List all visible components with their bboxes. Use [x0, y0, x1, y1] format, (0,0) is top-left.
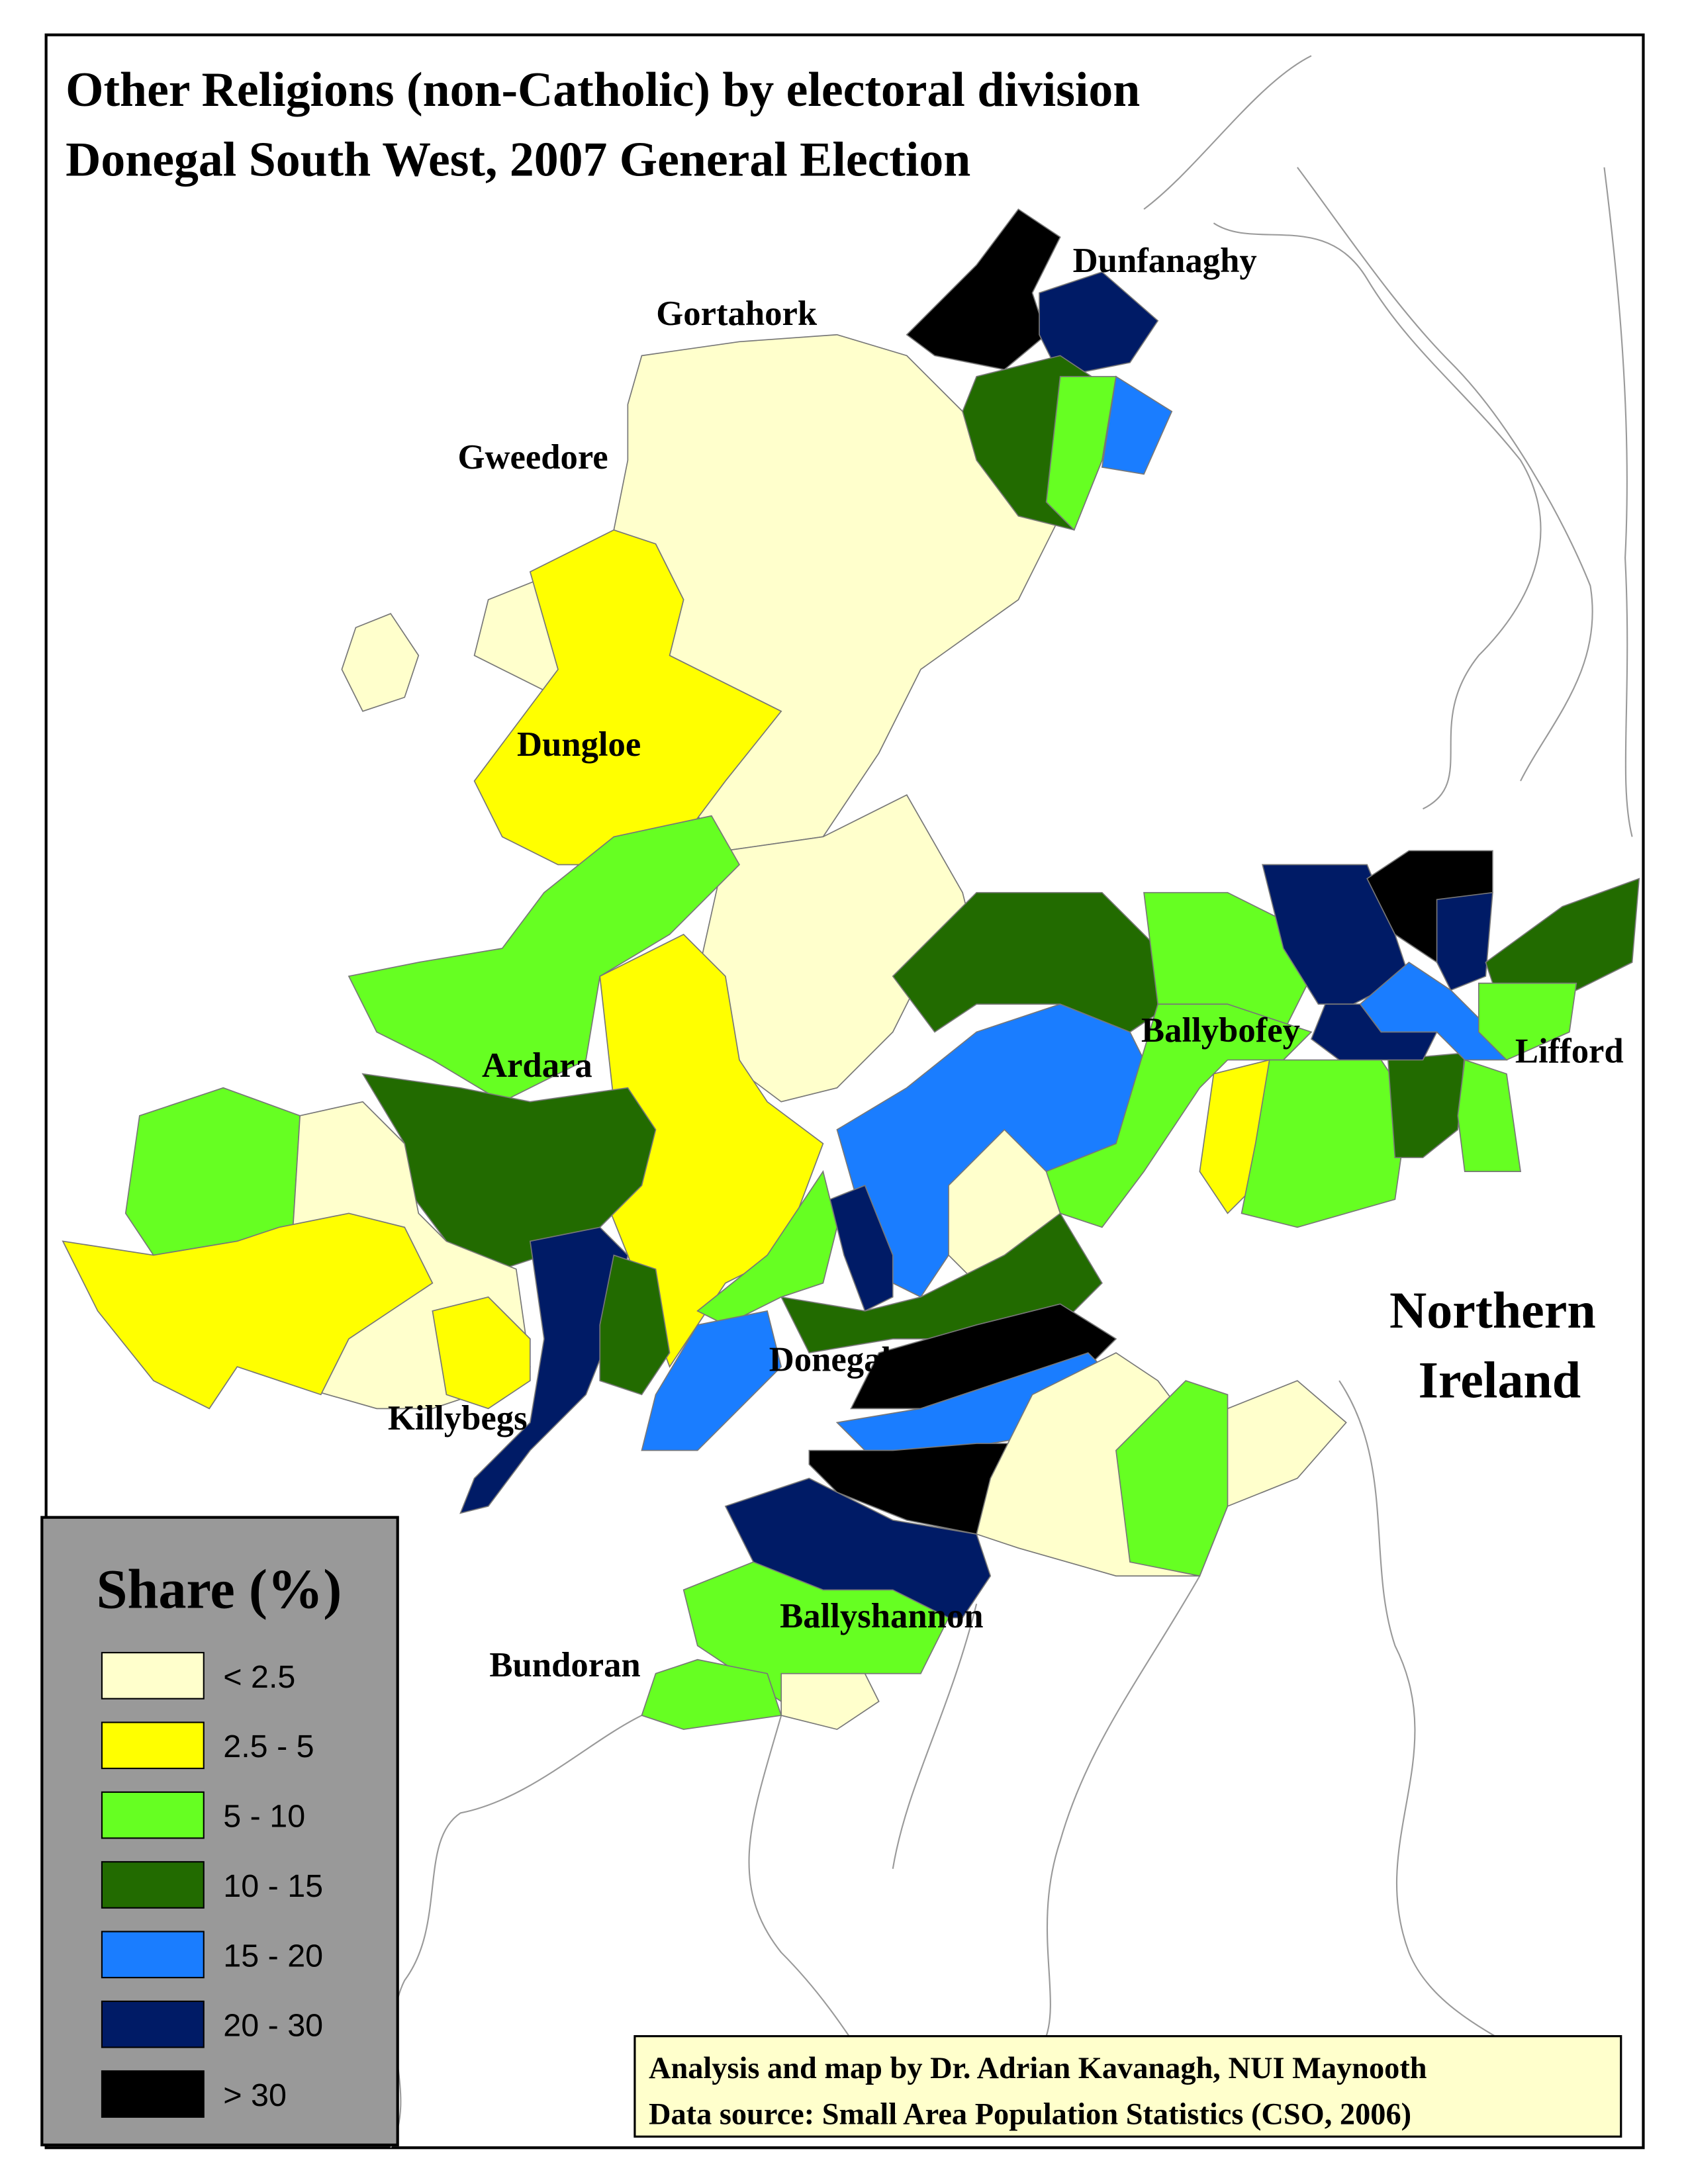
electoral-division	[1039, 271, 1159, 377]
border-line	[1045, 1575, 1201, 2036]
legend-label: 2.5 - 5	[223, 1729, 314, 1764]
place-labels: Dunfanaghy Gortahork Gweedore Dungloe Ardara…	[388, 242, 1624, 1684]
place-label: Bundoran	[489, 1646, 640, 1684]
electoral-division	[1477, 982, 1577, 1061]
legend-label: 20 - 30	[223, 2008, 323, 2044]
electoral-division	[1101, 375, 1173, 475]
title-line: Other Religions (non-Catholic) by electo…	[66, 62, 1140, 116]
place-label: Killybegs	[388, 1399, 528, 1437]
electoral-division	[892, 891, 1173, 1033]
electoral-division	[1310, 1003, 1438, 1061]
legend-swatch	[101, 1721, 205, 1770]
border-line	[1338, 1380, 1591, 2093]
electoral-division	[432, 1296, 531, 1410]
electoral-division	[906, 208, 1061, 371]
electoral-divisions	[62, 208, 1640, 1730]
electoral-division	[829, 1185, 894, 1312]
electoral-division	[641, 1310, 782, 1451]
legend-label: 5 - 10	[223, 1799, 305, 1835]
electoral-division	[1387, 1052, 1466, 1158]
region-label: Northern	[1389, 1282, 1596, 1339]
credits: Analysis and map by Dr. Adrian Kavanagh,…	[633, 2035, 1622, 2138]
electoral-division	[1241, 1059, 1410, 1228]
electoral-division	[599, 1254, 671, 1396]
legend-swatch	[101, 2000, 205, 2048]
legend-label: > 30	[223, 2077, 287, 2113]
coastline	[1297, 167, 1593, 782]
title-line: Donegal South West, 2007 General Electio…	[66, 132, 970, 187]
legend-swatch	[101, 2070, 205, 2118]
legend-label: 15 - 20	[223, 1938, 323, 1974]
credits-box	[633, 2035, 1622, 2138]
electoral-division	[1045, 376, 1117, 531]
electoral-division	[780, 1672, 880, 1730]
legend-title: Share (%)	[97, 1559, 342, 1621]
region-label: Ireland	[1419, 1351, 1581, 1408]
electoral-division	[348, 815, 741, 1103]
electoral-division	[1115, 1380, 1229, 1577]
credit-line: Analysis and map by Dr. Adrian Kavanagh,…	[649, 2052, 1427, 2085]
legend-swatch	[101, 1861, 205, 1909]
place-label: Lifford	[1515, 1032, 1624, 1071]
legend-swatch	[101, 1931, 205, 1979]
legend-swatch	[101, 1791, 205, 1839]
place-label: Ballybofey	[1141, 1011, 1300, 1050]
coastline	[1143, 55, 1542, 810]
electoral-division	[62, 1212, 434, 1410]
credit-line: Data source: Small Area Population Stati…	[649, 2097, 1411, 2131]
place-label: Dungloe	[517, 725, 641, 764]
legend-label: 10 - 15	[223, 1868, 323, 1904]
place-label: Gortahork	[656, 295, 818, 333]
coastline	[1603, 167, 1633, 837]
legend-swatch	[101, 1652, 205, 1700]
electoral-division	[1457, 1059, 1522, 1172]
place-label: Dunfanaghy	[1073, 242, 1257, 280]
electoral-division	[459, 1226, 629, 1514]
legend-label: < 2.5	[223, 1659, 295, 1695]
frame	[44, 33, 1645, 2150]
place-label: Gweedore	[457, 438, 608, 477]
place-label: Ardara	[482, 1046, 592, 1085]
electoral-division	[1436, 891, 1493, 991]
electoral-division	[1045, 1003, 1313, 1228]
legend: Share (%) < 2.5 2.5 - 5 5 - 10 10 - 15 15 - …	[40, 1516, 399, 2147]
place-label: Ballyshannon	[780, 1597, 983, 1635]
electoral-division	[341, 613, 420, 712]
place-label: Donegal	[769, 1340, 891, 1379]
border-line	[892, 1604, 978, 1869]
